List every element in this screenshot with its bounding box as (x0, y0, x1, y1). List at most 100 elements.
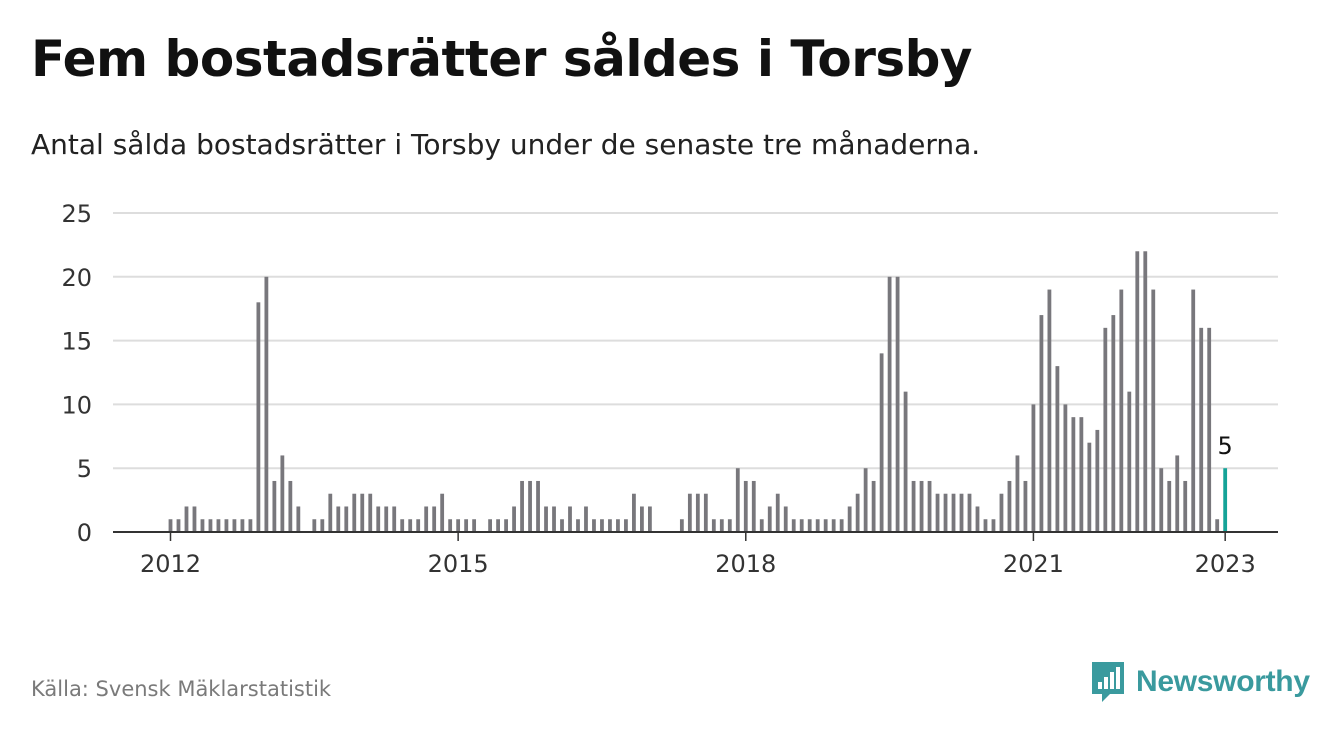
bar (839, 519, 844, 532)
bar (679, 519, 684, 532)
bar-chart: 0 5 10 15 20 25 2012 2015 2018 2021 2023 5 (61, 200, 1278, 578)
bar (879, 353, 884, 532)
bar (1063, 404, 1068, 532)
bar (392, 506, 397, 532)
bar (847, 506, 852, 532)
bar (624, 519, 628, 532)
x-tick-label: 2021 (1003, 550, 1064, 578)
bar (488, 519, 492, 532)
bar (911, 480, 916, 532)
bar (1039, 315, 1044, 532)
bar (943, 493, 948, 532)
bar (799, 519, 804, 532)
bar (408, 519, 413, 532)
bar (887, 276, 892, 532)
bar (983, 519, 988, 532)
bar (288, 480, 293, 532)
bar (815, 519, 820, 532)
x-tick-label: 2023 (1195, 550, 1256, 578)
bar (600, 519, 604, 532)
bar (360, 493, 365, 532)
bar (823, 519, 828, 532)
bar (1071, 417, 1076, 532)
bar (584, 506, 588, 532)
bar (496, 519, 500, 532)
bar (344, 506, 349, 532)
bar (448, 519, 453, 532)
bar (512, 506, 516, 532)
bar (208, 519, 213, 532)
bar (767, 506, 772, 532)
bar (951, 493, 956, 532)
bar (735, 468, 740, 532)
bar (1103, 327, 1108, 532)
bar (440, 493, 445, 532)
chart-title: Fem bostadsrätter såldes i Torsby (31, 30, 973, 88)
bar (1015, 455, 1020, 532)
bar (1031, 404, 1036, 532)
bar (296, 506, 301, 532)
bar (192, 506, 197, 532)
bar (616, 519, 620, 532)
x-tick-label: 2015 (428, 550, 489, 578)
bar (528, 480, 532, 532)
newsworthy-logo-icon (1092, 662, 1124, 702)
bar (991, 519, 996, 532)
bar (608, 519, 612, 532)
y-tick-label: 20 (61, 264, 92, 292)
bar (568, 506, 572, 532)
bar (320, 519, 325, 532)
bar (1143, 251, 1148, 532)
bar (1079, 417, 1084, 532)
bar (504, 519, 508, 532)
bar (935, 493, 940, 532)
bar (552, 506, 556, 532)
bar (592, 519, 596, 532)
bar (544, 506, 548, 532)
x-tick-label: 2018 (715, 550, 776, 578)
bar (1215, 519, 1220, 532)
bar (240, 519, 245, 532)
bar (224, 519, 229, 532)
bar (640, 506, 644, 532)
source-note: Källa: Svensk Mäklarstatistik (31, 677, 332, 701)
bar (759, 519, 764, 532)
y-tick-label: 10 (61, 391, 92, 419)
bar (783, 506, 788, 532)
bar (472, 519, 477, 532)
bar (927, 480, 932, 532)
bar (695, 493, 700, 532)
bar (200, 519, 205, 532)
bar (216, 519, 221, 532)
bar (719, 519, 724, 532)
bar (312, 519, 317, 532)
bar (384, 506, 389, 532)
bar (560, 519, 564, 532)
bar (711, 519, 716, 532)
bar (336, 506, 341, 532)
bar (751, 480, 756, 532)
bar (1119, 289, 1124, 532)
brand-logo: Newsworthy (1090, 660, 1310, 704)
bar (184, 506, 189, 532)
bar (1023, 480, 1028, 532)
bar (176, 519, 181, 532)
bar (352, 493, 357, 532)
bar (1047, 289, 1052, 532)
bar (895, 276, 900, 532)
y-tick-label: 5 (77, 455, 92, 483)
bar (1151, 289, 1156, 532)
bar (1191, 289, 1196, 532)
bar (959, 493, 964, 532)
bar (1199, 327, 1204, 532)
bar (1207, 327, 1212, 532)
bar (520, 480, 524, 532)
bar (1167, 480, 1172, 532)
bar (368, 493, 373, 532)
bar (632, 493, 636, 532)
bar (264, 276, 269, 532)
chart-subtitle: Antal sålda bostadsrätter i Torsby under… (31, 128, 981, 161)
bar (232, 519, 237, 532)
bar (975, 506, 980, 532)
bar (328, 493, 333, 532)
